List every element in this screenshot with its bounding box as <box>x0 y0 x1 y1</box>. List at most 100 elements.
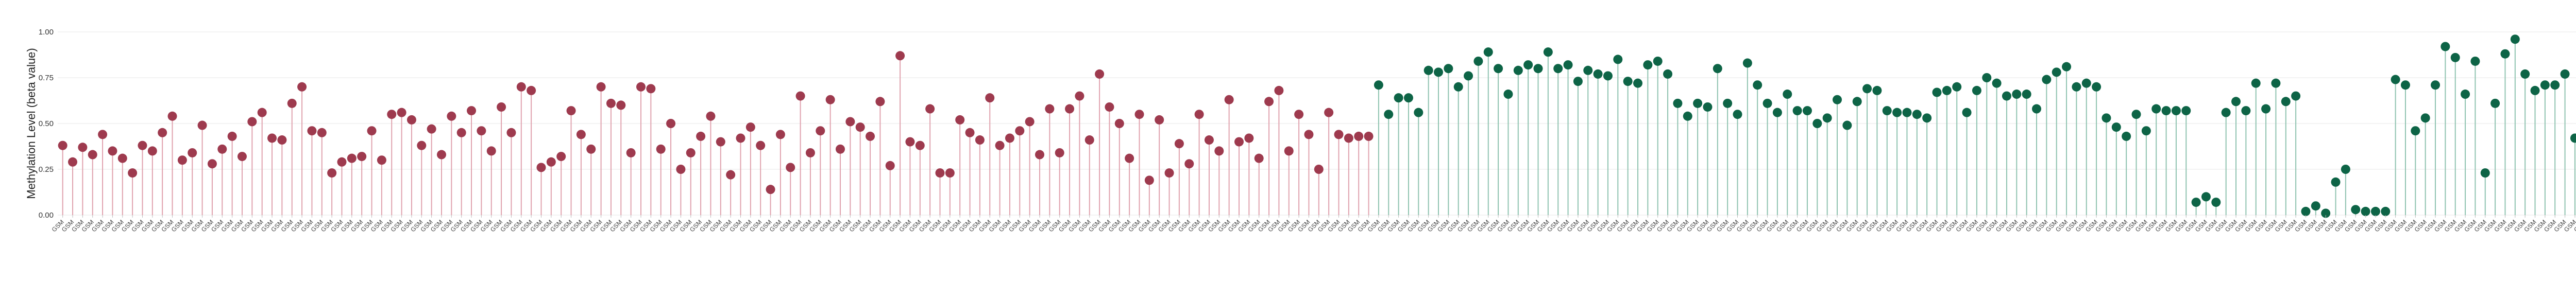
data-point <box>98 130 108 139</box>
data-point <box>1035 150 1044 160</box>
data-point <box>1703 102 1713 112</box>
data-point <box>716 137 725 147</box>
data-point <box>1922 113 1932 123</box>
data-point <box>1683 111 1692 121</box>
y-axis-title: Methylation Level (beta value) <box>25 48 38 199</box>
data-point <box>2171 106 2181 116</box>
data-point <box>1174 139 1184 149</box>
data-point <box>68 157 78 167</box>
data-point <box>795 91 805 101</box>
data-point <box>2450 52 2460 62</box>
data-point <box>2102 113 2111 123</box>
data-point <box>1065 104 1075 114</box>
data-point <box>1812 119 1822 128</box>
data-point <box>696 131 706 141</box>
data-point <box>1114 119 1124 128</box>
data-point <box>2520 69 2530 79</box>
data-point <box>1045 104 1055 114</box>
data-point <box>2012 90 2022 99</box>
data-point <box>1294 110 1304 119</box>
data-point <box>1633 78 1643 88</box>
data-point <box>1573 77 1583 86</box>
y-tick-label: 1.00 <box>39 28 54 37</box>
data-point <box>1833 95 1842 104</box>
data-point <box>606 98 616 108</box>
x-tick-label: GSM <box>2572 218 2576 233</box>
data-point <box>497 102 506 112</box>
data-point <box>835 144 845 154</box>
data-point <box>2570 133 2576 143</box>
data-point <box>915 140 925 150</box>
data-point <box>1862 84 1872 94</box>
data-point <box>1473 56 1483 66</box>
data-point <box>866 131 875 141</box>
data-point <box>2321 208 2331 218</box>
data-point <box>317 128 327 137</box>
data-point <box>2441 42 2450 51</box>
data-point <box>1055 148 1064 157</box>
data-point <box>2510 34 2520 44</box>
data-point <box>456 128 466 137</box>
data-point <box>397 108 406 117</box>
data-point <box>128 168 138 178</box>
data-point <box>516 82 526 92</box>
points <box>58 34 2576 218</box>
y-tick-label: 0.50 <box>39 119 54 128</box>
data-point <box>2002 91 2011 101</box>
data-point <box>267 133 277 143</box>
data-point <box>1733 110 1742 119</box>
data-point <box>117 153 127 163</box>
data-point <box>2480 168 2490 178</box>
data-point <box>1324 108 1334 117</box>
data-point <box>2351 205 2361 215</box>
data-point <box>1593 69 1603 79</box>
data-point <box>1125 153 1134 163</box>
data-point <box>1623 77 1633 86</box>
data-point <box>1563 60 1573 70</box>
data-point <box>2092 82 2102 92</box>
data-point <box>736 133 745 143</box>
data-point <box>646 84 656 94</box>
data-point <box>1503 90 1513 99</box>
data-point <box>955 115 965 125</box>
data-point <box>1364 131 1374 141</box>
data-point <box>1414 108 1423 117</box>
data-point <box>1613 55 1623 64</box>
data-point <box>845 117 855 127</box>
data-point <box>2470 56 2480 66</box>
data-point <box>2052 67 2061 77</box>
data-point <box>1224 95 1234 104</box>
data-point <box>995 140 1005 150</box>
data-point <box>237 152 247 162</box>
data-point <box>436 150 446 160</box>
data-point <box>686 148 696 157</box>
data-point <box>1483 47 1493 57</box>
data-point <box>2181 106 2191 116</box>
data-point <box>2530 85 2540 95</box>
data-point <box>2032 104 2042 114</box>
data-point <box>158 128 167 137</box>
data-point <box>1842 120 1852 130</box>
data-point <box>1374 80 1383 90</box>
data-point <box>1144 175 1154 185</box>
data-point <box>2381 206 2391 216</box>
data-point <box>2361 206 2370 216</box>
y-tick-label: 0.25 <box>39 165 54 174</box>
data-point <box>1972 85 1981 95</box>
data-point <box>1513 65 1523 75</box>
data-point <box>816 126 825 136</box>
data-point <box>2111 122 2121 132</box>
data-point <box>1553 64 1563 74</box>
data-point <box>1214 146 1224 156</box>
data-point <box>1394 93 1403 103</box>
data-point <box>297 82 307 92</box>
data-point <box>177 155 187 165</box>
data-point <box>1194 110 1204 119</box>
data-point <box>935 168 945 178</box>
data-point <box>58 140 67 150</box>
data-point <box>1533 64 1543 74</box>
data-point <box>636 82 646 92</box>
data-point <box>1583 65 1593 75</box>
data-point <box>566 106 576 116</box>
